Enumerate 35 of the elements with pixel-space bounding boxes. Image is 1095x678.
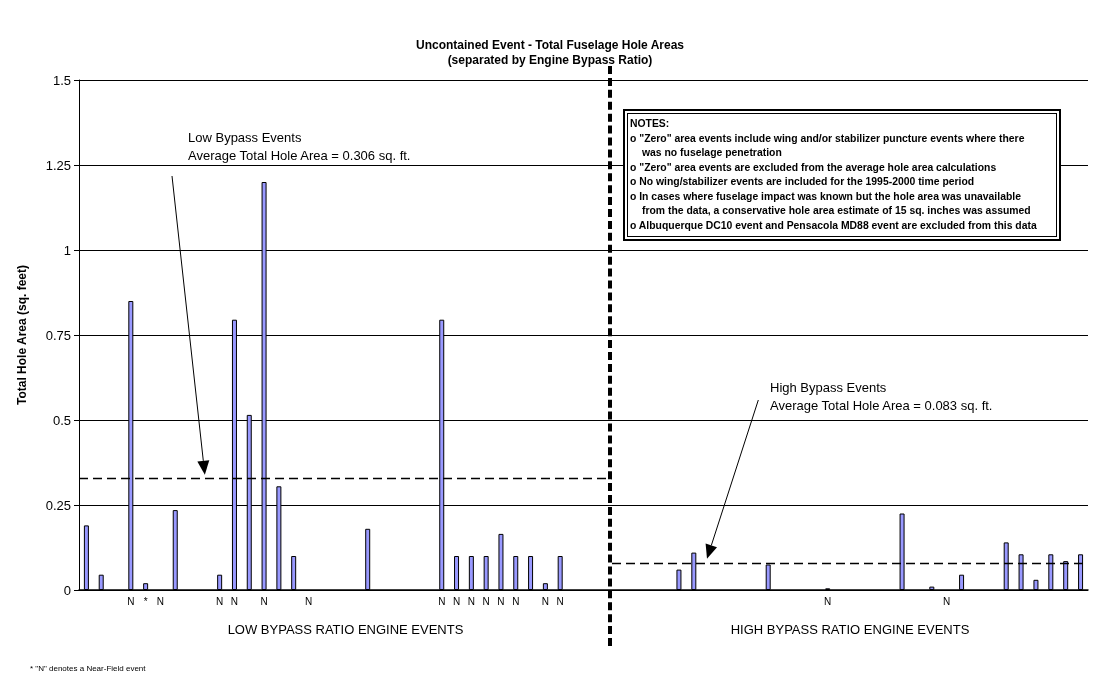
x-tick-label: N	[127, 595, 135, 607]
y-tick-label: 0.5	[52, 412, 71, 428]
annotation: High Bypass Events Average Total Hole Area = 0.083 sq. ft.	[764, 379, 999, 415]
x-tick-label: N	[452, 595, 461, 607]
x-tick-label: N	[156, 595, 165, 607]
x-tick-label: N	[497, 595, 505, 607]
x-tick-label: N	[482, 595, 490, 607]
x-tick-label: N	[467, 595, 475, 607]
x-tick-label: N	[556, 595, 564, 607]
y-tick-label: 0.75	[45, 327, 71, 343]
y-tick-label: 0	[63, 582, 71, 598]
x-tick-label: N	[512, 595, 520, 607]
x-tick-label: N	[304, 595, 313, 607]
x-tick-label: N	[943, 595, 951, 607]
x-axis-title: LOW BYPASS RATIO ENGINE EVENTS	[226, 622, 465, 637]
x-tick-label: N	[230, 595, 239, 607]
y-tick-label: 1	[63, 242, 71, 258]
x-tick-label: N	[260, 595, 268, 607]
y-axis-title: Total Hole Area (sq. feet)	[15, 264, 29, 407]
x-tick-label: N	[824, 595, 832, 607]
y-tick-label: 1.5	[52, 72, 71, 88]
x-axis-title: HIGH BYPASS RATIO ENGINE EVENTS	[729, 622, 971, 637]
x-tick-label: N	[541, 595, 549, 607]
y-tick-label: 1.25	[45, 157, 71, 173]
x-tick-label: N	[216, 595, 224, 607]
annotation: o "Zero" area events are excluded from the average hole area calculations	[630, 160, 998, 175]
x-tick-label: N	[438, 595, 446, 607]
text: * "N" denotes a Near-Field event	[30, 664, 146, 673]
y-tick-label: 0.25	[45, 497, 71, 513]
annotation: NOTES:	[630, 117, 671, 131]
annotation: Low Bypass Events Average Total Hole Area = 0.306 sq. ft.	[182, 129, 417, 165]
chart-title: Uncontained Event - Total Fuselage Hole Areas (separated by Engine Bypass Ratio)	[414, 38, 686, 68]
annotation: o Albuquerque DC10 event and Pensacola MD88 event are excluded from this data	[630, 218, 1038, 233]
annotation: o No wing/stabilizer events are included for the 1995-2000 time period	[630, 175, 976, 189]
x-tick-label: *	[143, 595, 148, 607]
